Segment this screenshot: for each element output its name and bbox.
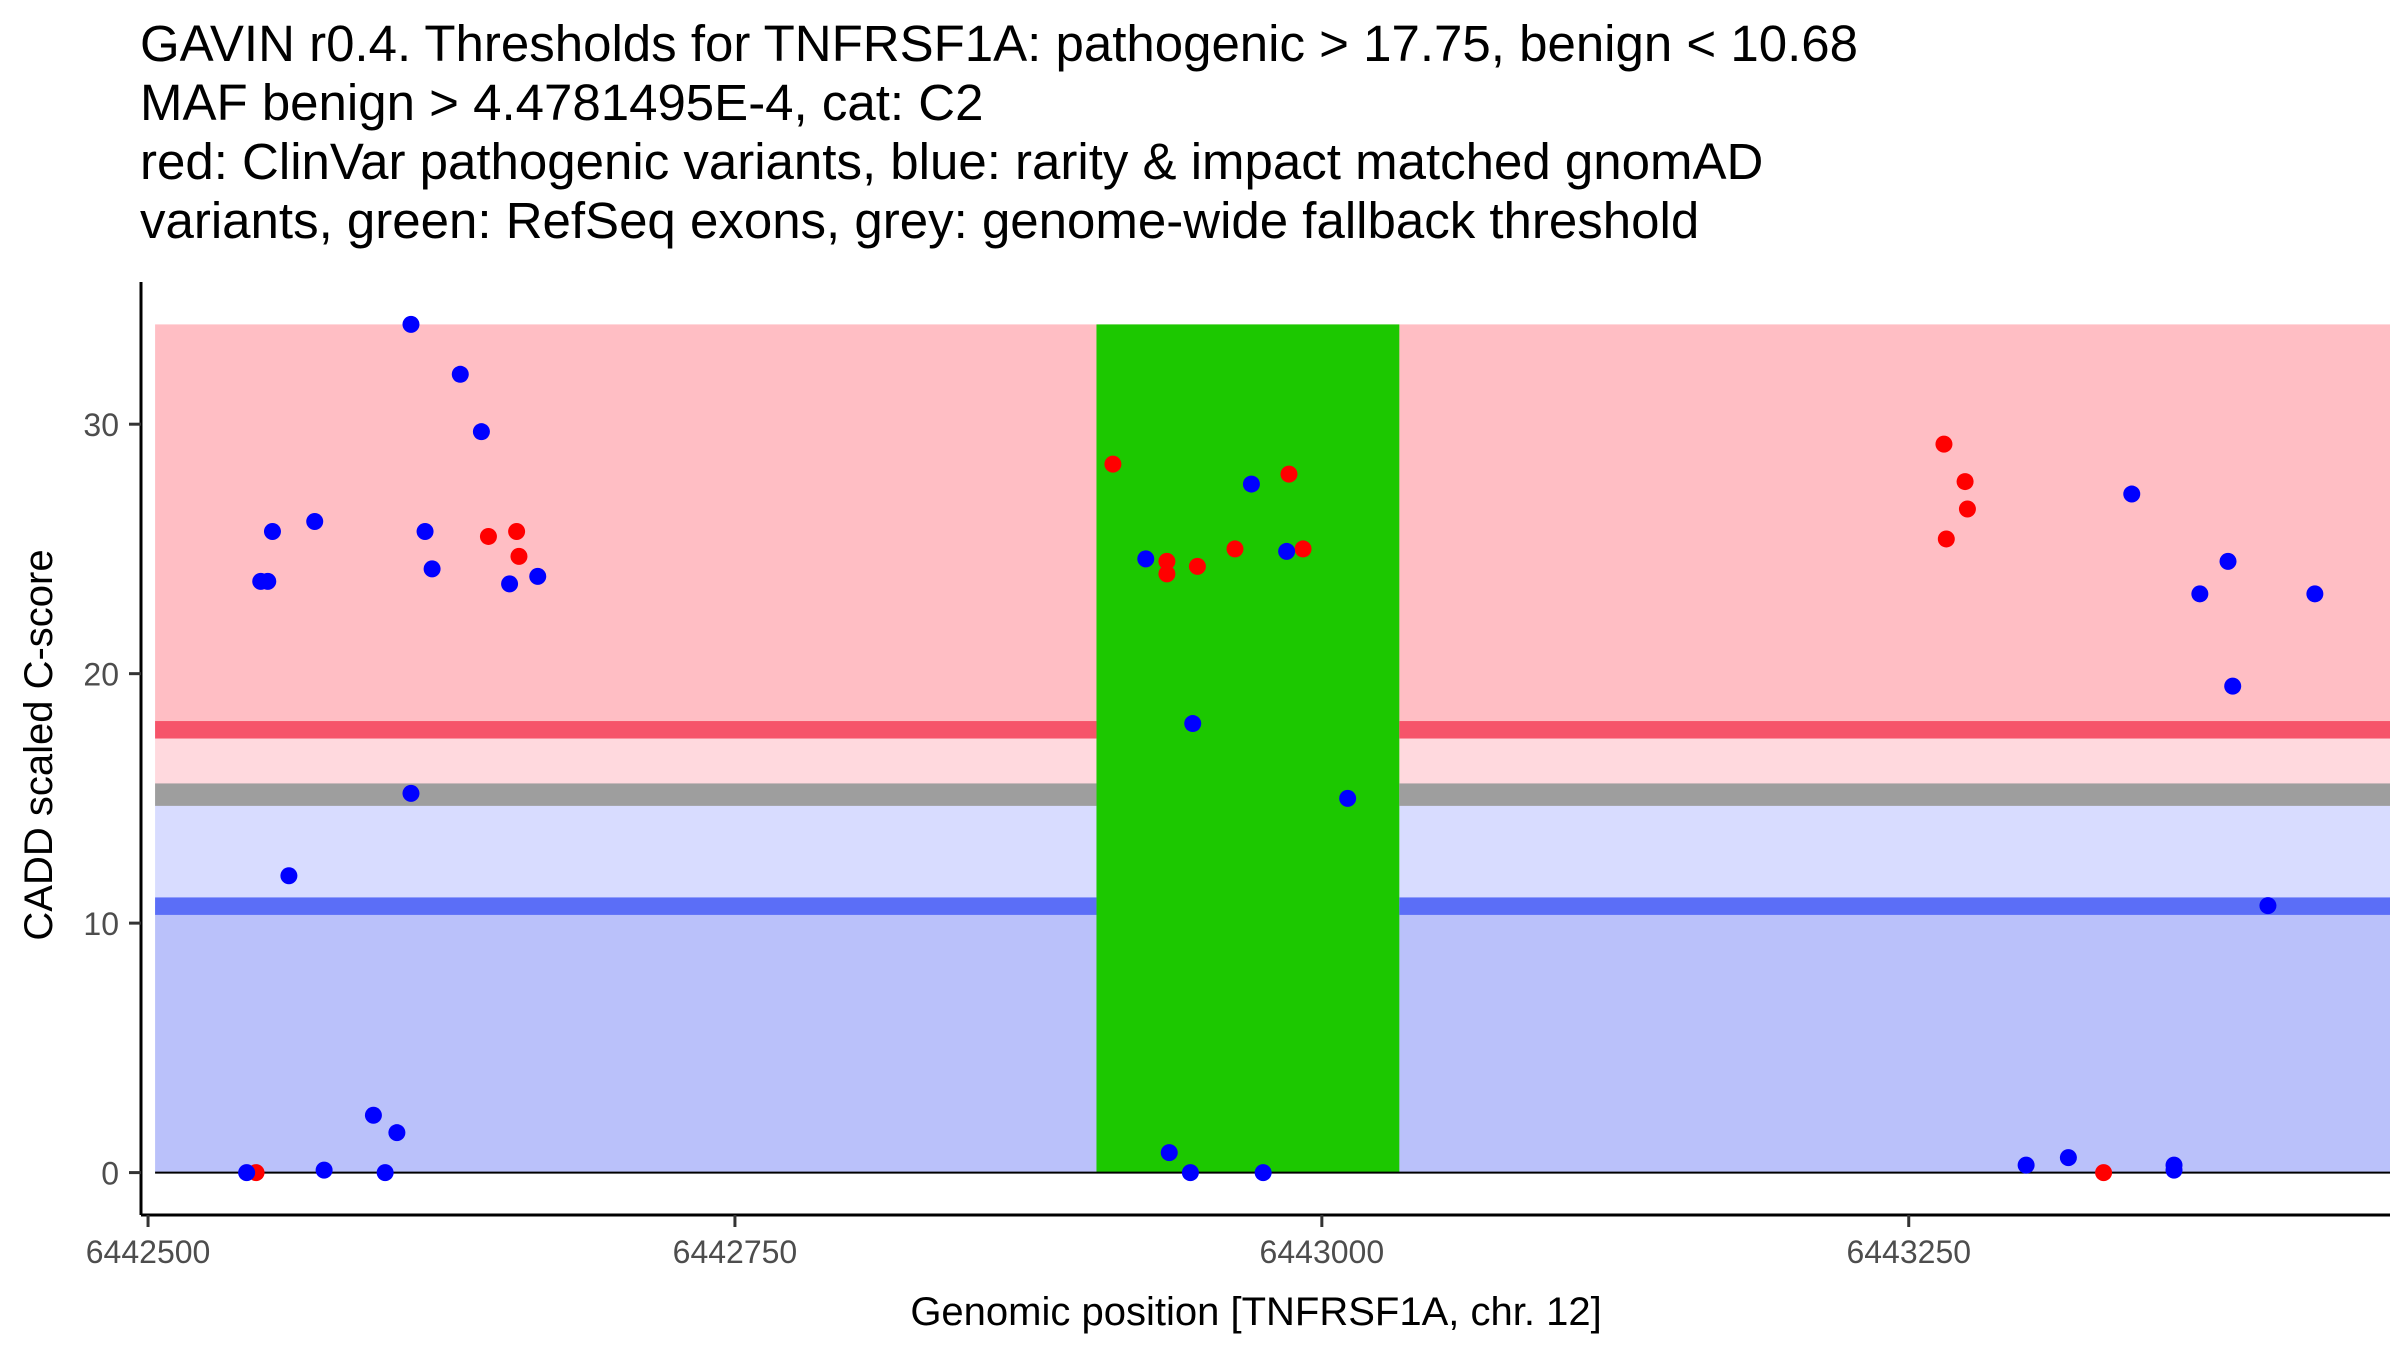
clinvar-point — [1937, 530, 1955, 548]
gnomad-point — [1278, 542, 1296, 560]
gnomad-point — [1160, 1144, 1178, 1162]
axes: 0 10 20 30 6442500 6442750 6443000 6443250 — [83, 282, 2390, 1270]
gnomad-point — [2224, 677, 2242, 695]
pathogenic-threshold-line — [1399, 721, 2390, 739]
gnomad-point — [416, 522, 434, 540]
chart-title-block: GAVIN r0.4. Thresholds for TNFRSF1A: pat… — [140, 14, 2380, 250]
gnomad-point — [306, 512, 324, 530]
gnomad-point — [529, 567, 547, 585]
clinvar-point — [479, 527, 497, 545]
gnomad-point — [2259, 897, 2277, 915]
pathogenic-threshold-line — [155, 721, 1097, 739]
gnomad-point — [364, 1106, 382, 1124]
gnomad-point — [1137, 550, 1155, 568]
title-line-4: variants, green: RefSeq exons, grey: gen… — [140, 192, 1700, 249]
gnomad-point — [2059, 1149, 2077, 1167]
gnomad-point — [2165, 1161, 2183, 1179]
fallback-threshold-line — [1399, 783, 2390, 806]
gnomad-point — [376, 1164, 394, 1182]
gnomad-point — [2219, 552, 2237, 570]
fallback-threshold-line — [155, 783, 1097, 806]
gnomad-point — [238, 1164, 256, 1182]
y-tick-label: 20 — [83, 657, 119, 693]
gnomad-point — [402, 315, 420, 333]
y-tick-label: 10 — [83, 906, 119, 942]
benign-threshold-line — [1399, 897, 2390, 915]
clinvar-point — [508, 522, 526, 540]
clinvar-point — [1958, 500, 1976, 518]
gnomad-point — [2191, 585, 2209, 603]
gnomad-point — [2306, 585, 2324, 603]
x-tick-label: 6443000 — [1260, 1234, 1385, 1270]
gnomad-point — [1181, 1164, 1199, 1182]
clinvar-point — [1956, 473, 1974, 491]
x-tick-label: 6442750 — [673, 1234, 798, 1270]
exon-region — [1096, 324, 1400, 1173]
y-tick-label: 0 — [101, 1156, 119, 1192]
gnomad-point — [2123, 485, 2141, 503]
gnomad-point — [259, 572, 277, 590]
x-tick-label: 6442500 — [86, 1234, 211, 1270]
gnomad-point — [2017, 1156, 2035, 1174]
gnomad-point — [315, 1161, 333, 1179]
title-line-2: MAF benign > 4.4781495E-4, cat: C2 — [140, 74, 984, 131]
x-tick-label: 6443250 — [1846, 1234, 1971, 1270]
gnomad-point — [402, 784, 420, 802]
clinvar-point — [1188, 557, 1206, 575]
clinvar-point — [1158, 565, 1176, 583]
title-line-3: red: ClinVar pathogenic variants, blue: … — [140, 133, 1764, 190]
clinvar-point — [1280, 465, 1298, 483]
clinvar-point — [1158, 552, 1176, 570]
gnomad-point — [501, 575, 519, 593]
y-tick-label: 30 — [83, 407, 119, 443]
y-axis-label: CADD scaled C-score — [17, 549, 61, 940]
gnomad-point — [472, 423, 490, 441]
clinvar-point — [1935, 435, 1953, 453]
benign-threshold-line — [155, 897, 1097, 915]
clinvar-point — [2095, 1164, 2113, 1182]
gnomad-point — [451, 365, 469, 383]
clinvar-point — [1294, 540, 1312, 558]
gnomad-point — [1242, 475, 1260, 493]
exon-regions — [1096, 324, 1400, 1173]
threshold-lines — [155, 721, 2390, 1174]
x-axis-label: Genomic position [TNFRSF1A, chr. 12] — [910, 1290, 1601, 1334]
gnomad-point — [388, 1124, 406, 1142]
gnomad-point — [423, 560, 441, 578]
gnomad-point — [1339, 789, 1357, 807]
gnomad-point — [1254, 1164, 1272, 1182]
title-line-1: GAVIN r0.4. Thresholds for TNFRSF1A: pat… — [140, 15, 1858, 72]
gnomad-point — [263, 522, 281, 540]
gnomad-point — [1184, 715, 1202, 733]
gnomad-point — [280, 867, 298, 885]
variant-points — [238, 315, 2324, 1182]
clinvar-point — [510, 547, 528, 565]
clinvar-point — [1226, 540, 1244, 558]
clinvar-point — [1104, 455, 1122, 473]
